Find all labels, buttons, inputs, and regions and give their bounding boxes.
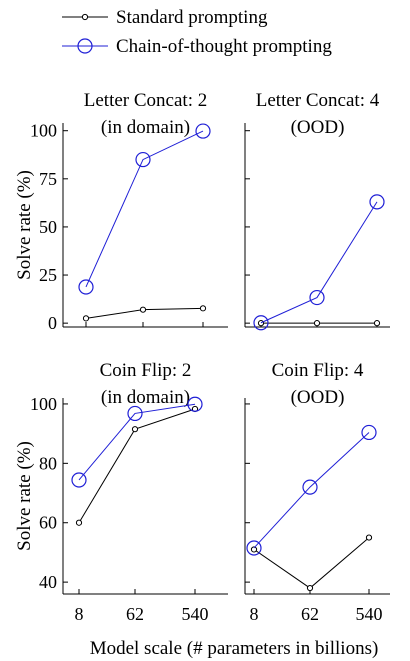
data-point-standard — [306, 584, 314, 592]
series-line-standard — [253, 537, 370, 589]
y-axis-label: Solve rate (%) — [14, 170, 35, 280]
data-point-standard — [365, 534, 373, 541]
y-tick-label: 50 — [39, 217, 57, 237]
data-point-standard — [257, 320, 265, 327]
y-tick-label: 80 — [39, 453, 57, 473]
y-axis-label: Solve rate (%) — [14, 441, 35, 551]
data-point-standard — [131, 426, 139, 433]
panel-title-line: (in domain) — [101, 387, 190, 408]
data-point-cot — [246, 540, 262, 556]
legend-entry-cot: Chain-of-thought prompting — [62, 36, 332, 57]
x-tick-label: 62 — [126, 604, 144, 624]
y-tick-label: 40 — [39, 572, 57, 592]
data-point-cot — [369, 194, 385, 210]
shared-x-axis-label: Model scale (# parameters in billions) — [90, 638, 379, 659]
data-point-standard — [199, 305, 207, 312]
chart-panel-3: Coin Flip: 2 (in domain) 40 60 80 100 8 62 540 So… — [14, 360, 228, 624]
data-point-cot — [253, 315, 269, 331]
series-line-cot — [78, 403, 196, 481]
panel-title-line: Letter Concat: 2 — [84, 90, 207, 111]
data-point-standard — [250, 546, 258, 553]
data-point-cot — [187, 396, 203, 412]
legend-label-standard: Standard prompting — [116, 7, 268, 28]
data-point-standard — [82, 315, 90, 322]
data-point-cot — [195, 123, 211, 139]
data-point-cot — [127, 405, 143, 422]
series-line-standard — [78, 408, 196, 523]
x-tick-label: 8 — [250, 604, 259, 624]
x-tick-label: 62 — [301, 604, 319, 624]
y-tick-label: 100 — [30, 121, 57, 141]
panel-title-line: (in domain) — [101, 117, 190, 138]
series-line-cot — [260, 201, 378, 324]
panel-title-line: Coin Flip: 2 — [100, 360, 192, 381]
chart-panel-4: Coin Flip: 4 (OOD) 8 62 540 — [244, 360, 390, 624]
data-point-standard — [313, 320, 321, 327]
y-tick-label: 0 — [48, 313, 57, 333]
chart-panel-1: Letter Concat: 2 (in domain) 0 25 50 75 100 Sol… — [14, 90, 228, 333]
y-tick-label: 60 — [39, 513, 57, 533]
data-point-standard — [373, 320, 381, 327]
chart-panel-2: Letter Concat: 4 (OOD) — [244, 90, 390, 331]
panel-title-line: (OOD) — [291, 387, 345, 408]
data-point-cot — [135, 151, 151, 168]
x-tick-label: 8 — [75, 604, 84, 624]
y-tick-label: 75 — [39, 169, 57, 189]
data-point-cot — [361, 424, 377, 441]
data-point-standard — [75, 519, 83, 526]
panels: Letter Concat: 2 (in domain) 0 25 50 75 100 Sol… — [14, 90, 390, 624]
y-tick-label: 25 — [39, 265, 57, 285]
legend-entry-standard: Standard prompting — [62, 7, 268, 28]
panel-title-line: Coin Flip: 4 — [272, 360, 364, 381]
data-point-cot — [309, 289, 325, 306]
data-point-cot — [302, 479, 318, 495]
x-tick-label: 540 — [182, 604, 209, 624]
data-point-cot — [71, 472, 87, 488]
legend: Standard prompting Chain-of-thought prom… — [62, 7, 332, 57]
x-tick-label: 540 — [356, 604, 383, 624]
data-point-cot — [78, 279, 94, 295]
series-line-cot — [253, 432, 370, 549]
panel-title-line: Letter Concat: 4 — [256, 90, 380, 111]
legend-label-cot: Chain-of-thought prompting — [116, 36, 332, 57]
panel-title-line: (OOD) — [291, 117, 345, 138]
series-line-cot — [85, 130, 204, 288]
data-point-standard — [139, 306, 147, 313]
y-tick-label: 100 — [30, 394, 57, 414]
